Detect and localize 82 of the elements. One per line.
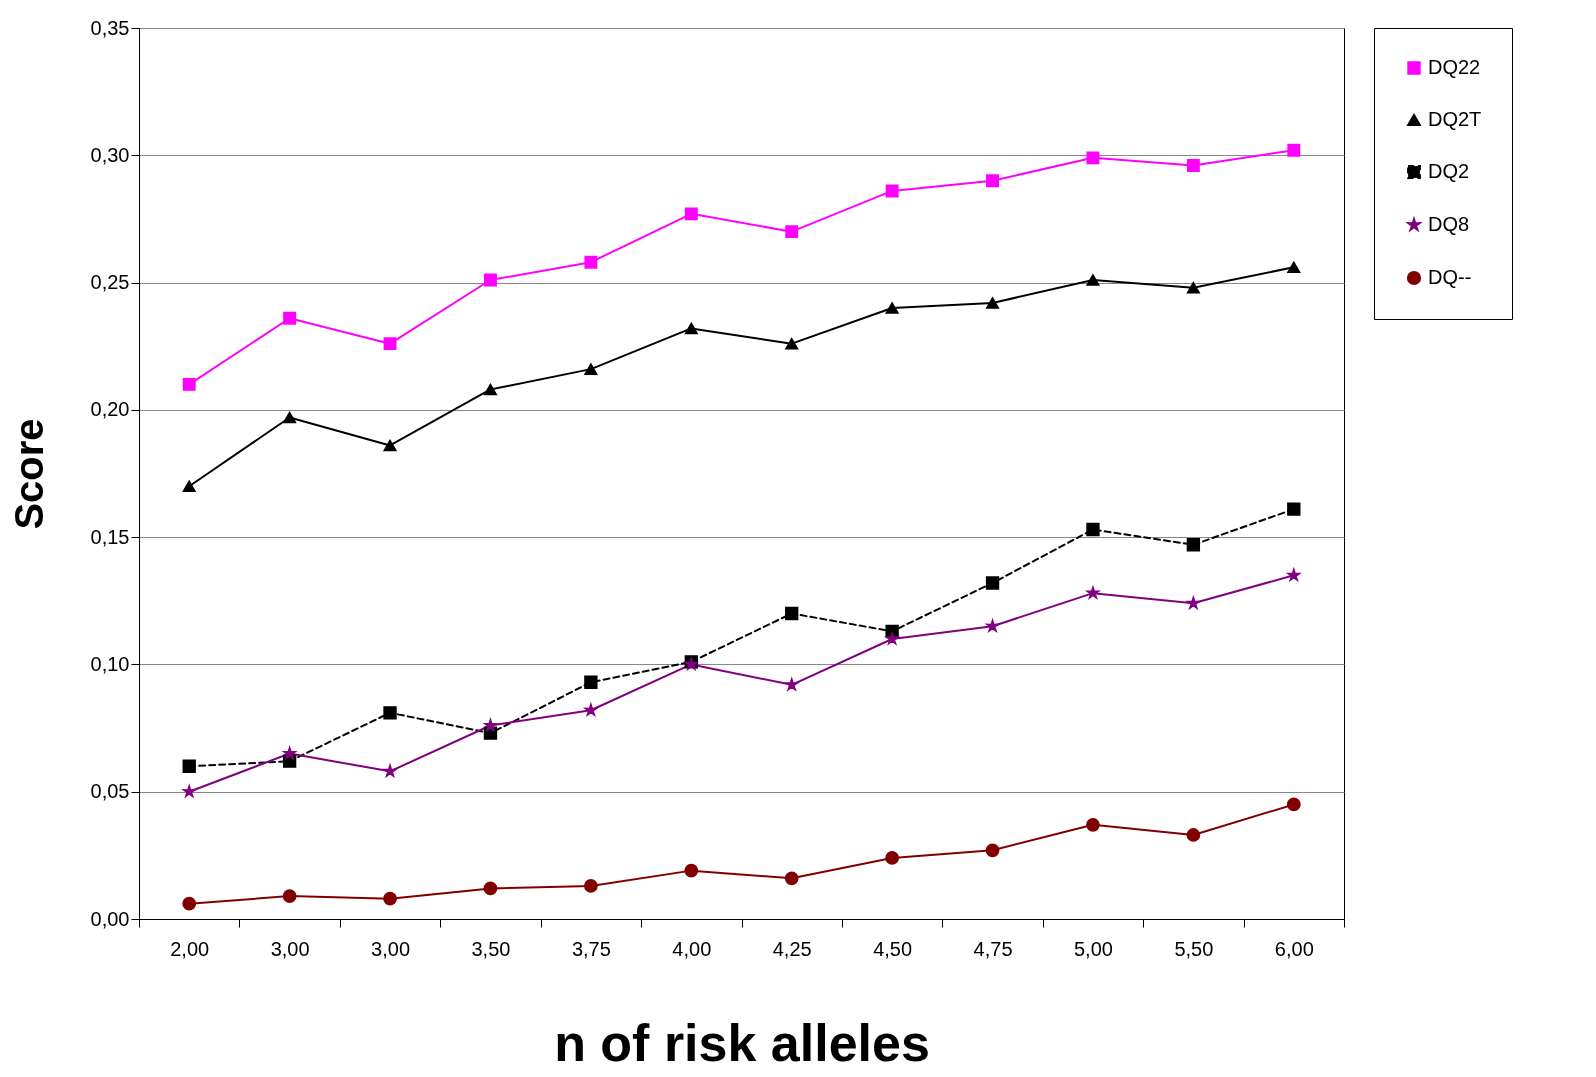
point <box>1086 522 1100 537</box>
point <box>885 302 899 314</box>
point <box>1086 274 1100 286</box>
point <box>1186 538 1201 552</box>
x-tick-label: 4,50 <box>873 937 913 960</box>
x-tick-label: 2,00 <box>170 937 210 960</box>
point <box>584 363 598 375</box>
x-axis-title: n of risk alleles <box>554 1013 930 1072</box>
point <box>1186 281 1200 294</box>
point <box>986 174 999 188</box>
point <box>182 759 196 773</box>
point <box>383 706 397 720</box>
point <box>1086 586 1100 599</box>
point <box>985 576 1000 590</box>
x-tick-label: 4,00 <box>672 937 712 960</box>
legend-label: DQ2 <box>1428 160 1470 182</box>
point <box>182 377 196 391</box>
point <box>1086 151 1100 165</box>
legend-label: DQ8 <box>1428 213 1470 235</box>
point <box>383 891 397 906</box>
x-tick-label: 3,00 <box>270 937 310 960</box>
y-tick-label: 0,10 <box>90 652 130 675</box>
point <box>684 863 699 878</box>
point <box>885 851 899 865</box>
y-tick-label: 0,15 <box>90 525 130 548</box>
point <box>1287 568 1301 581</box>
y-tick-label: 0,30 <box>90 143 130 166</box>
point <box>182 784 196 798</box>
point <box>785 337 799 350</box>
y-tick-label: 0,35 <box>90 16 130 39</box>
point <box>1186 159 1200 172</box>
legend-label: DQ2T <box>1428 108 1482 130</box>
point <box>584 675 598 689</box>
point <box>1287 502 1301 516</box>
x-tick-label: 3,00 <box>371 937 411 960</box>
point <box>785 225 799 239</box>
point <box>483 718 497 732</box>
legend-label: DQ-- <box>1428 266 1472 288</box>
point <box>182 480 196 493</box>
x-tick-label: 4,75 <box>973 937 1013 960</box>
point <box>784 871 799 886</box>
point <box>283 311 297 325</box>
point <box>684 322 698 335</box>
y-axis-title: Score <box>6 418 51 530</box>
point <box>584 703 598 716</box>
point <box>383 439 397 452</box>
x-tick-label: 5,50 <box>1174 937 1214 960</box>
x-tick-label: 6,00 <box>1274 937 1314 960</box>
point <box>785 606 799 621</box>
point <box>885 184 899 198</box>
point <box>1286 797 1301 812</box>
point <box>785 678 799 691</box>
point <box>1086 817 1100 832</box>
point <box>1287 261 1301 274</box>
y-tick-label: 0,20 <box>90 398 130 421</box>
point <box>985 297 1000 309</box>
y-tick-label: 0,00 <box>90 907 130 930</box>
point <box>182 896 197 911</box>
point <box>684 207 698 221</box>
x-tick-label: 3,50 <box>471 937 511 960</box>
x-tick-label: 5,00 <box>1073 937 1113 960</box>
point <box>383 764 397 777</box>
point <box>1186 828 1201 842</box>
point <box>283 746 297 760</box>
point <box>483 881 498 896</box>
y-tick-label: 0,05 <box>90 780 130 803</box>
point <box>584 255 598 269</box>
point <box>483 383 498 396</box>
point <box>584 879 598 893</box>
x-tick-label: 3,75 <box>571 937 611 960</box>
point <box>383 337 397 351</box>
legend-label: DQ22 <box>1428 56 1481 78</box>
x-tick-label: 4,25 <box>772 937 812 960</box>
point <box>985 843 1000 858</box>
point <box>1186 596 1200 609</box>
point <box>484 273 497 287</box>
point <box>1287 143 1301 157</box>
point <box>283 411 297 424</box>
point <box>885 632 899 645</box>
point <box>986 619 1000 632</box>
point <box>282 889 297 903</box>
y-tick-label: 0,25 <box>90 271 130 294</box>
